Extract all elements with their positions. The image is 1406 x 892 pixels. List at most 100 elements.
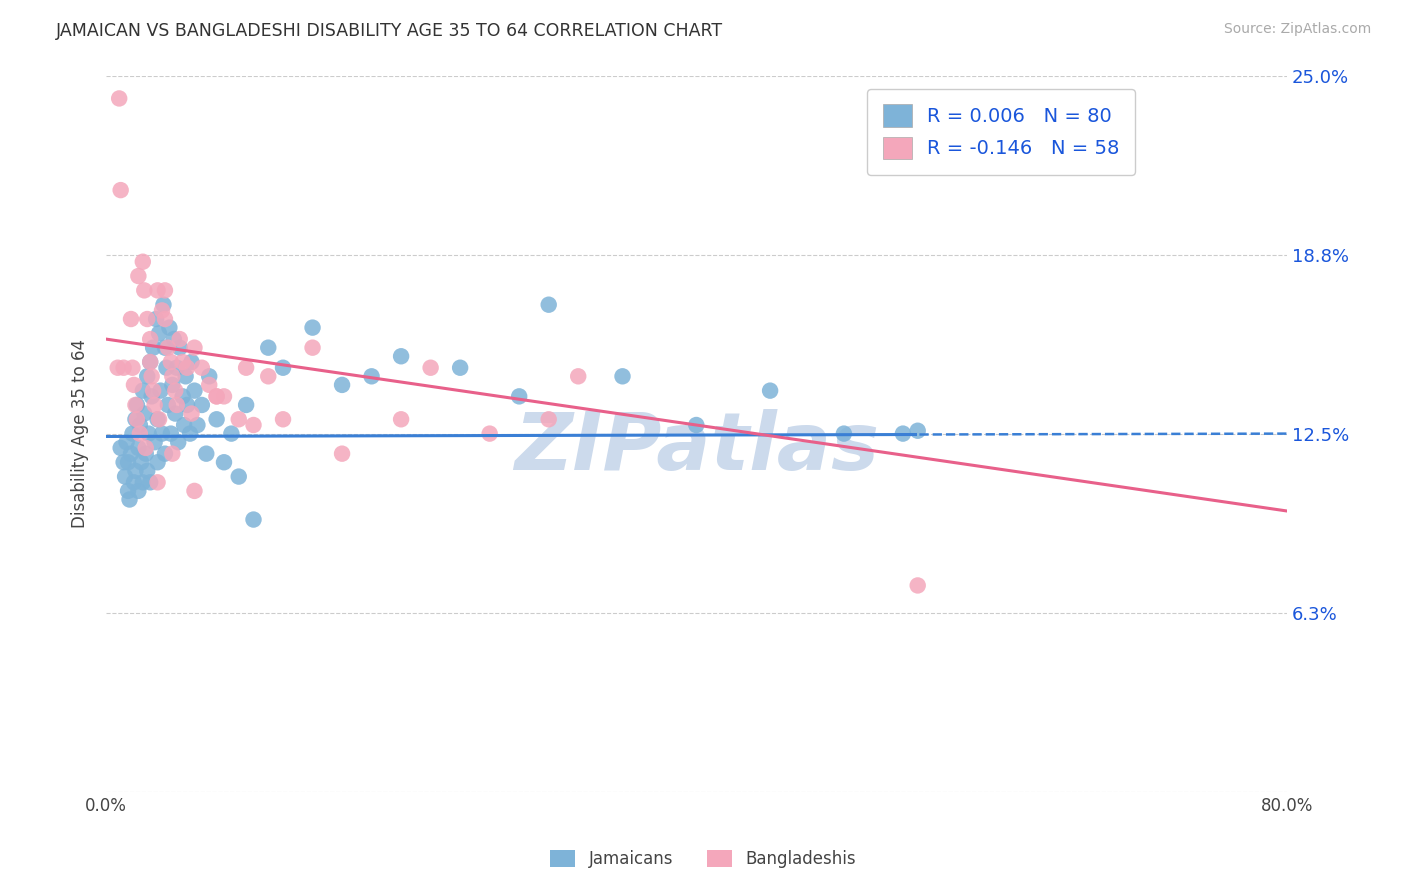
Point (330, 378, 353, 392)
Point (567, 369, 589, 384)
Point (301, 341, 323, 355)
Point (141, 389, 163, 403)
Point (153, 284, 176, 298)
Point (907, 424, 929, 438)
Point (330, 447, 353, 461)
Point (135, 441, 157, 455)
Point (271, 360, 294, 375)
Point (146, 412, 169, 426)
Point (537, 412, 560, 426)
Point (891, 426, 914, 441)
Point (160, 426, 183, 441)
Point (360, 369, 382, 384)
Point (301, 320, 323, 334)
Point (198, 378, 221, 392)
Legend: R = 0.006   N = 80, R = -0.146   N = 58: R = 0.006 N = 80, R = -0.146 N = 58 (868, 89, 1135, 175)
Point (136, 464, 159, 478)
Point (114, 469, 136, 483)
Point (122, 378, 145, 392)
Point (134, 407, 156, 421)
Point (115, 435, 138, 450)
Point (139, 355, 162, 369)
Point (160, 355, 183, 369)
Point (117, 25, 139, 39)
Point (156, 341, 179, 355)
Point (120, 312, 142, 326)
Point (107, 360, 129, 375)
Point (134, 284, 156, 298)
Point (242, 417, 264, 432)
Point (228, 412, 250, 426)
Point (108, 91, 131, 105)
Point (146, 455, 169, 469)
Point (172, 389, 194, 403)
Point (121, 360, 143, 375)
Point (136, 312, 159, 326)
Point (191, 398, 214, 412)
Point (169, 341, 191, 355)
Point (127, 268, 149, 283)
Point (162, 369, 184, 384)
Point (141, 369, 163, 384)
Point (146, 475, 169, 490)
Point (132, 17, 155, 31)
Point (139, 332, 162, 346)
Point (155, 360, 177, 375)
Point (122, 475, 145, 490)
Point (112, 360, 135, 375)
Point (128, 426, 150, 441)
Point (163, 332, 186, 346)
Point (117, 483, 139, 498)
Point (143, 435, 166, 450)
Point (685, 417, 707, 432)
Point (174, 369, 197, 384)
Point (148, 326, 170, 341)
Point (537, 298, 560, 312)
Point (138, 426, 160, 441)
Point (124, 464, 146, 478)
Point (166, 360, 188, 375)
Point (389, 412, 412, 426)
Point (257, 369, 280, 384)
Point (136, 369, 159, 384)
Point (176, 360, 198, 375)
Point (180, 407, 202, 421)
Point (153, 312, 176, 326)
Point (176, 398, 198, 412)
Point (150, 303, 173, 318)
Point (907, 578, 929, 592)
Point (221, 426, 243, 441)
Point (132, 384, 155, 398)
Point (186, 417, 208, 432)
Point (153, 447, 176, 461)
Point (180, 355, 202, 369)
Point (759, 384, 782, 398)
Point (149, 384, 172, 398)
Point (148, 412, 170, 426)
Point (127, 441, 149, 455)
Point (165, 384, 187, 398)
Point (449, 360, 471, 375)
Point (139, 475, 162, 490)
Point (142, 384, 165, 398)
Point (118, 492, 141, 507)
Point (132, 475, 155, 490)
Point (183, 341, 205, 355)
Point (145, 312, 167, 326)
Point (228, 469, 250, 483)
Y-axis label: Disability Age 35 to 64: Disability Age 35 to 64 (72, 339, 89, 528)
Point (162, 447, 184, 461)
Point (242, 512, 264, 526)
Point (183, 483, 205, 498)
Point (508, 389, 530, 403)
Legend: Jamaicans, Bangladeshis: Jamaicans, Bangladeshis (544, 843, 862, 875)
Point (120, 447, 142, 461)
Text: JAMAICAN VS BANGLADESHI DISABILITY AGE 35 TO 64 CORRELATION CHART: JAMAICAN VS BANGLADESHI DISABILITY AGE 3… (56, 22, 723, 40)
Point (165, 407, 187, 421)
Point (183, 384, 205, 398)
Point (419, 360, 441, 375)
Point (121, 426, 143, 441)
Point (157, 320, 180, 334)
Point (110, 183, 132, 197)
Point (212, 455, 235, 469)
